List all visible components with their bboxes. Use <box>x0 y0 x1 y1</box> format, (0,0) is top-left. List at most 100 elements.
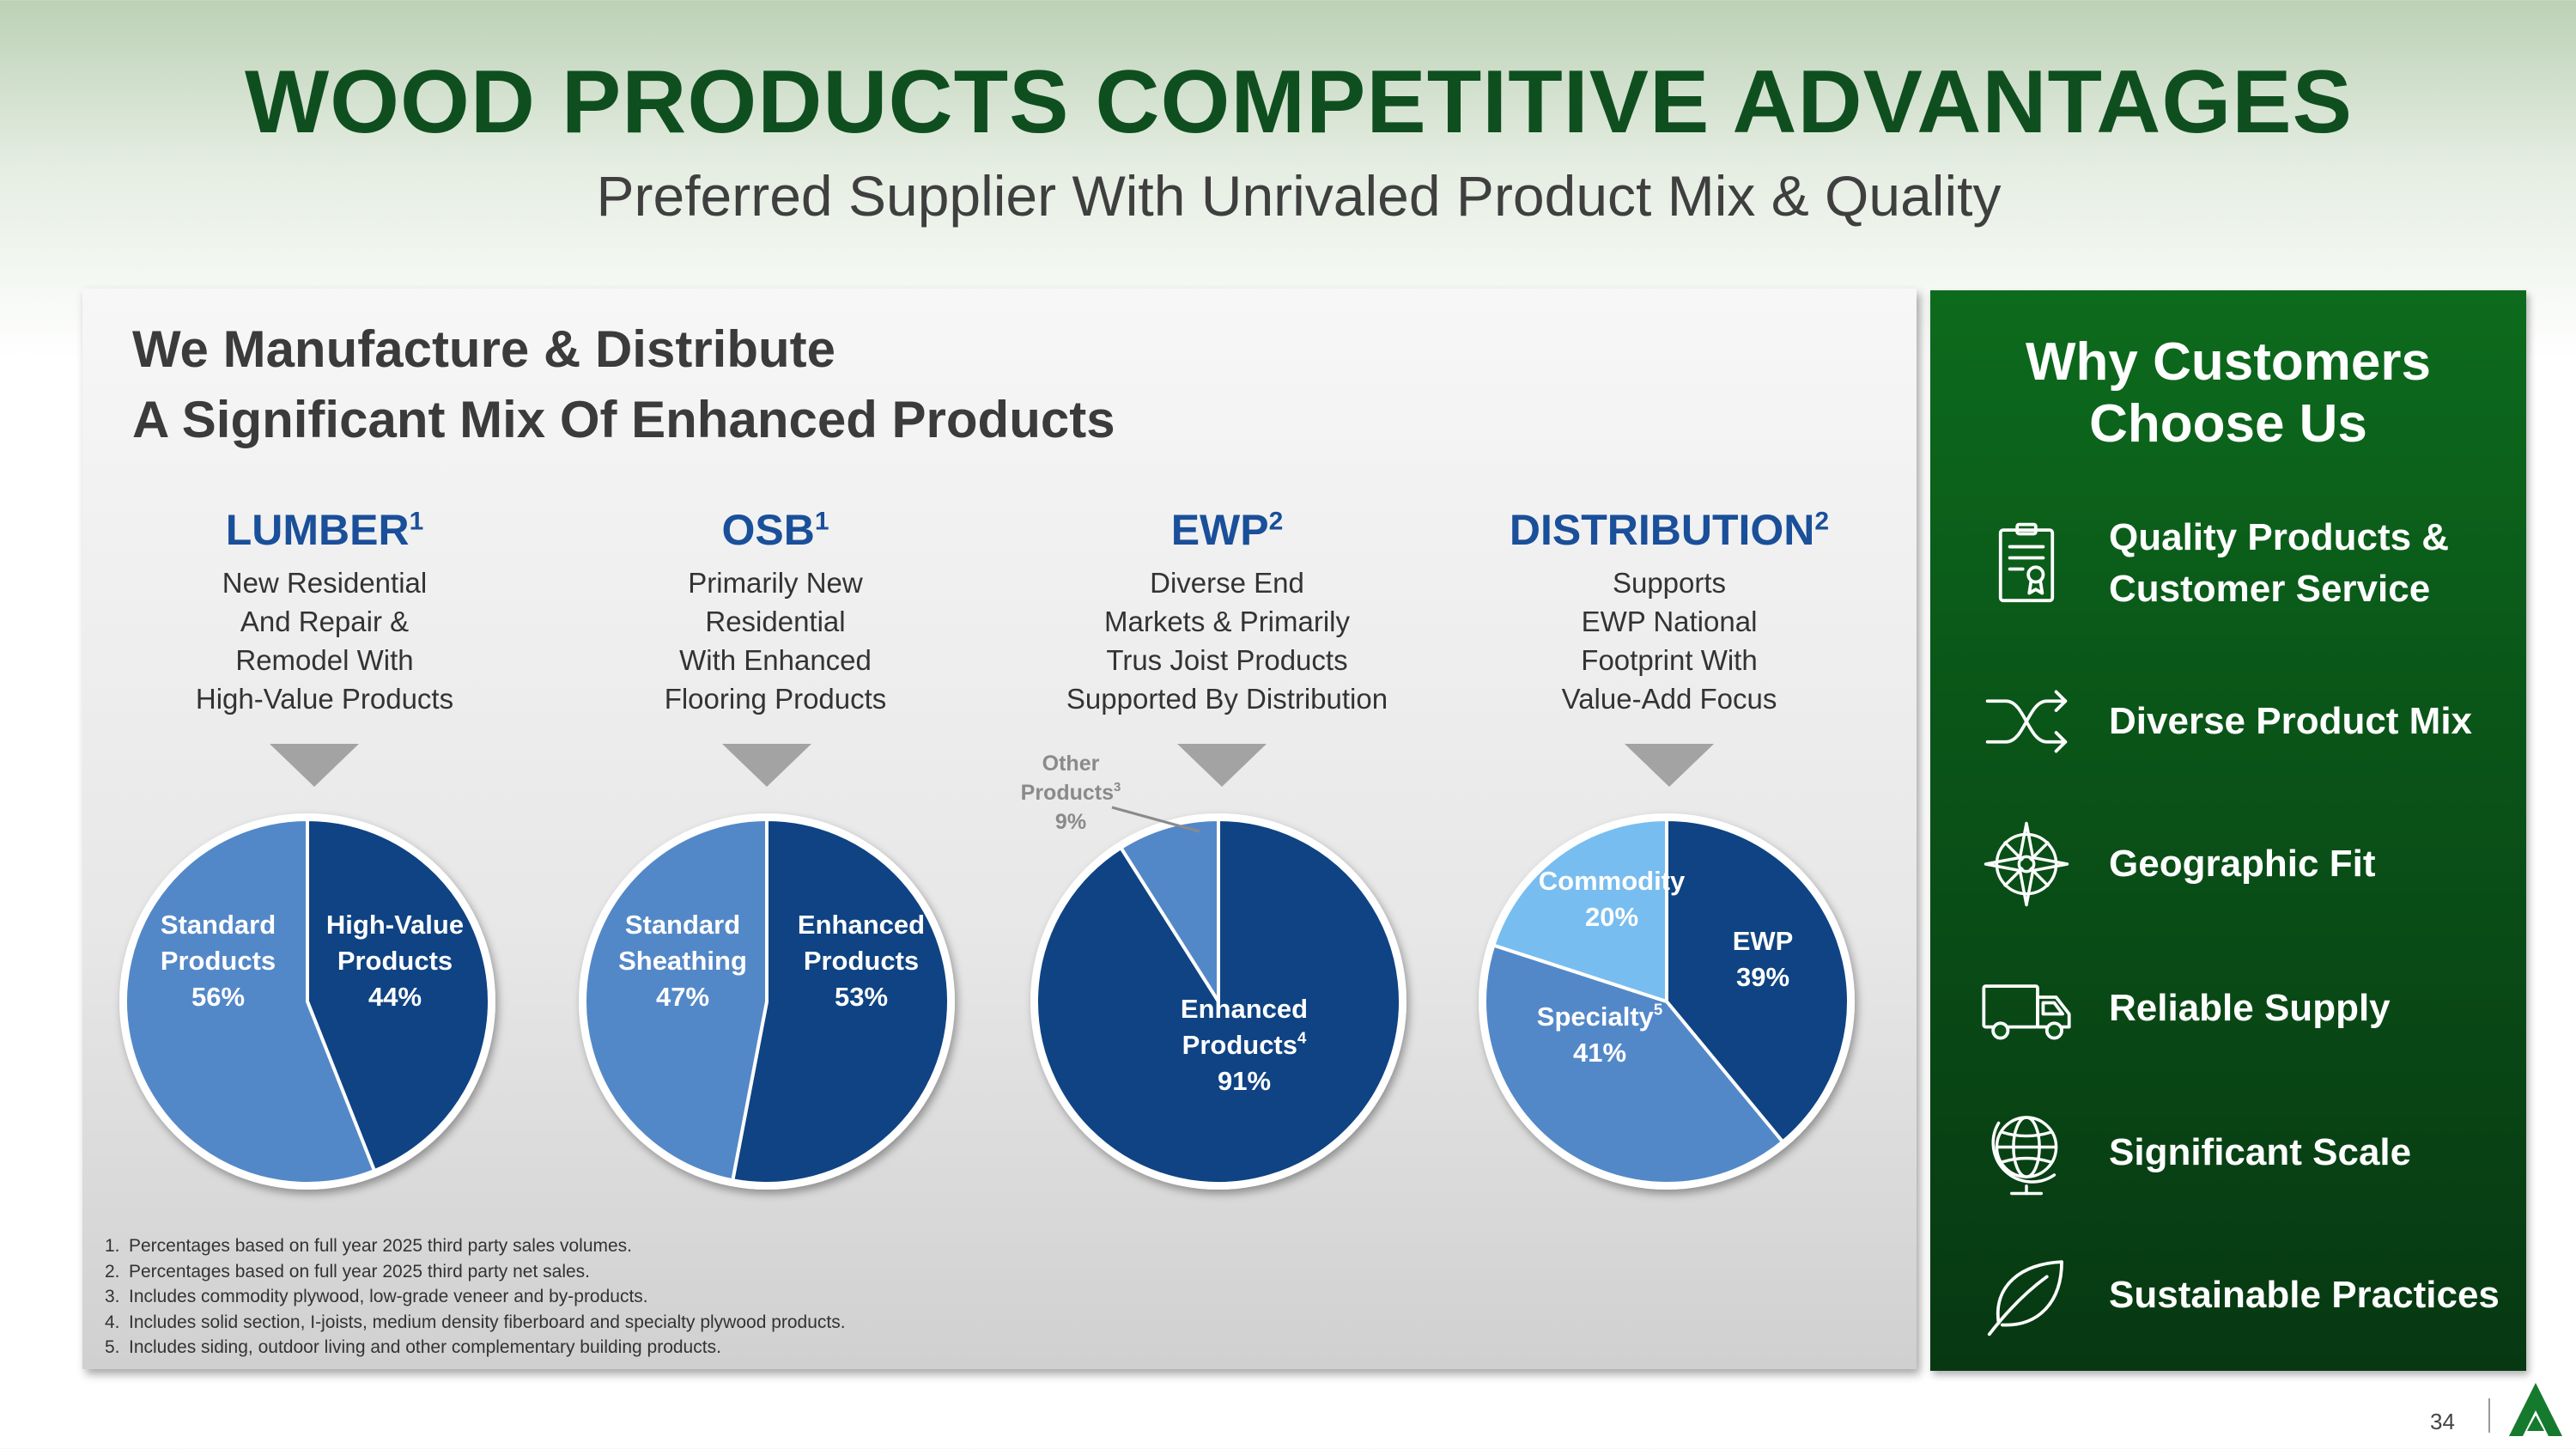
panel-heading-line1: We Manufacture & Distribute <box>132 320 835 378</box>
footnote: 2. Percentages based on full year 2025 th… <box>82 1259 1199 1285</box>
pie-distribution: EWP 39% Specialty5 41% Commodity 20% <box>1479 813 1855 1190</box>
why-customers-title-line1: Why Customers <box>2026 332 2431 392</box>
footnotes: 1. Percentages based on full year 2025 th… <box>82 1233 1199 1361</box>
reason-label-line2: Customer Service <box>2109 568 2431 610</box>
globe-icon <box>1991 1116 2058 1196</box>
reason-label: Reliable Supply <box>2109 983 2391 1034</box>
distribution-desc-line: Supports <box>1612 567 1727 599</box>
ewp-desc-line: Markets & Primarily <box>1103 606 1351 637</box>
ewp-desc-line: Trus Joist Products <box>1106 644 1348 676</box>
truck-icon <box>1982 984 2071 1040</box>
pie-slice <box>730 817 951 1185</box>
pie-slice <box>583 817 769 1183</box>
footnote-number: 4. <box>105 1312 120 1332</box>
osb-desc-line: With Enhanced <box>679 644 872 676</box>
lumber-title-text: LUMBER <box>225 506 410 554</box>
pie-slice-label: High-Value Products 44% <box>326 910 464 1012</box>
page-subtitle: Preferred Supplier With Unrivaled Produc… <box>596 164 2002 228</box>
reason-diverse-mix: Diverse Product Mix <box>1930 675 2526 787</box>
osb-title: OSB1 <box>552 505 999 555</box>
reason-label: Quality Products & Customer Service <box>2109 512 2449 615</box>
reason-geographic: Geographic Fit <box>1930 818 2526 929</box>
footnote-text: Percentages based on full year 2025 thir… <box>129 1236 633 1256</box>
lumber-title: LUMBER1 <box>101 505 548 555</box>
company-logo-icon <box>2509 1383 2562 1436</box>
pie-slice-label: Commodity 20% <box>1539 866 1686 932</box>
panel-heading: We Manufacture & Distribute A Significan… <box>132 314 1115 455</box>
osb-desc-line: Primarily New <box>688 567 863 599</box>
reason-label-line1: Diverse Product Mix <box>2109 700 2473 742</box>
footnote-text: Includes siding, outdoor living and othe… <box>129 1337 721 1357</box>
footnote-number: 2. <box>105 1261 120 1282</box>
footnote-number: 3. <box>105 1287 120 1306</box>
reason-reliable-supply: Reliable Supply <box>1930 962 2526 1074</box>
pie-slice <box>306 817 491 1173</box>
distribution-description: Supports EWP National Footprint With Val… <box>1446 563 1893 718</box>
pie-slice-label: Enhanced Products 53% <box>798 910 925 1012</box>
product-mix-panel: We Manufacture & Distribute A Significan… <box>82 289 1917 1369</box>
compass-icon <box>1984 821 2069 907</box>
lumber-description: New Residential And Repair & Remodel Wit… <box>101 563 548 718</box>
pie-slice-label: Enhanced Products4 91% <box>1181 994 1308 1096</box>
reason-quality: Quality Products & Customer Service <box>1930 512 2526 624</box>
pie-slice <box>1491 817 1668 1004</box>
page-title: WOOD PRODUCTS COMPETITIVE ADVANTAGES <box>244 52 2353 152</box>
pie-slice <box>1665 817 1850 1145</box>
down-arrow-icon <box>270 744 359 787</box>
pie-lumber: High-Value Products 44% Standard Products 56% <box>119 813 495 1190</box>
distribution-title-sup: 2 <box>1814 507 1830 536</box>
reason-label: Diverse Product Mix <box>2109 696 2472 747</box>
lumber-desc-line: High-Value Products <box>195 683 454 715</box>
footnote: 5. Includes siding, outdoor living and ot… <box>82 1335 1199 1361</box>
ewp-desc-line: Diverse End <box>1150 567 1304 599</box>
reason-label-line1: Reliable Supply <box>2109 987 2391 1029</box>
footnote-number: 5. <box>105 1337 120 1357</box>
why-customers-panel: Why Customers Choose Us Quality Products… <box>1930 290 2526 1371</box>
certificate-icon <box>1998 522 2055 603</box>
panel-heading-line2: A Significant Mix Of Enhanced Products <box>132 391 1115 448</box>
distribution-title: DISTRIBUTION2 <box>1446 505 1893 555</box>
pie-ewp: Enhanced Products4 91% Other Products3 9% <box>1021 752 1406 1190</box>
footnote-text: Includes commodity plywood, low-grade ve… <box>129 1287 648 1306</box>
osb-title-sup: 1 <box>814 507 829 536</box>
pie-slice-label: Other Products3 9% <box>1021 752 1121 834</box>
ewp-desc-line: Supported By Distribution <box>1066 683 1388 715</box>
label-leader-line <box>1111 806 1200 833</box>
footnote: 4. Includes solid section, I-joists, medi… <box>82 1310 1199 1336</box>
footnote: 3. Includes commodity plywood, low-grade … <box>82 1284 1199 1310</box>
lumber-desc-line: Remodel With <box>235 644 414 676</box>
osb-desc-line: Residential <box>705 606 846 637</box>
pie-slice-label: Specialty5 41% <box>1537 1000 1662 1067</box>
lumber-title-sup: 1 <box>409 507 424 536</box>
why-customers-title: Why Customers Choose Us <box>1930 332 2526 455</box>
distribution-desc-line: Footprint With <box>1581 644 1758 676</box>
footnote-text: Includes solid section, I-joists, medium… <box>129 1312 846 1332</box>
pie-slice <box>124 817 377 1185</box>
distribution-title-text: DISTRIBUTION <box>1509 506 1815 554</box>
osb-title-text: OSB <box>721 506 815 554</box>
pie-osb: Enhanced Products 53% Standard Sheathing 47% <box>579 813 955 1190</box>
leaf-icon <box>1987 1260 2063 1336</box>
osb-description: Primarily New Residential With Enhanced … <box>552 563 999 718</box>
reason-label: Sustainable Practices <box>2109 1269 2500 1321</box>
down-arrow-icon <box>1625 744 1714 787</box>
distribution-desc-line: EWP National <box>1581 606 1758 637</box>
pie-slice-label: Standard Sheathing 47% <box>618 910 747 1012</box>
ewp-title: EWP2 <box>1004 505 1450 555</box>
shuffle-icon <box>1985 690 2068 753</box>
osb-desc-line: Flooring Products <box>664 683 887 715</box>
page-number: 34 <box>2430 1409 2455 1434</box>
distribution-desc-line: Value-Add Focus <box>1561 683 1777 715</box>
reason-label: Geographic Fit <box>2109 838 2375 890</box>
why-customers-title-line2: Choose Us <box>2089 394 2367 454</box>
reason-label-line1: Sustainable Practices <box>2109 1274 2500 1316</box>
footnote-number: 1. <box>105 1236 120 1256</box>
reason-scale: Significant Scale <box>1930 1106 2526 1218</box>
pie-slice-label: EWP 39% <box>1733 926 1794 992</box>
down-arrow-icon <box>1177 744 1267 787</box>
lumber-desc-line: And Repair & <box>240 606 410 637</box>
ewp-description: Diverse End Markets & Primarily Trus Joi… <box>1004 563 1450 718</box>
pie-charts: High-Value Products 44% Standard Products 56%… <box>119 752 1855 1190</box>
pie-slice <box>1118 817 1220 1008</box>
ewp-title-text: EWP <box>1170 506 1269 554</box>
